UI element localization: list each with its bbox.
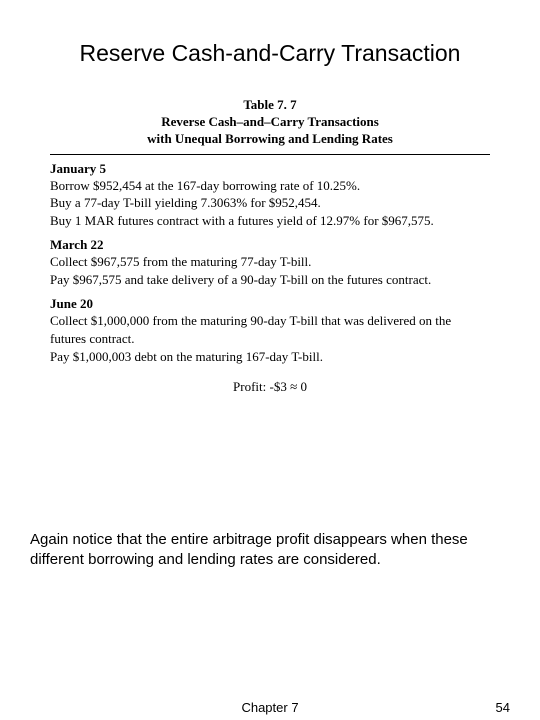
table-block: Table 7. 7 Reverse Cash–and–Carry Transa… xyxy=(50,97,490,395)
body-note: Again notice that the entire arbitrage p… xyxy=(30,530,510,569)
transaction-line: Pay $967,575 and take delivery of a 90-d… xyxy=(50,271,490,289)
table-rule xyxy=(50,154,490,155)
transaction-line: Collect $1,000,000 from the maturing 90-… xyxy=(50,312,490,347)
transaction-line: Borrow $952,454 at the 167-day borrowing… xyxy=(50,177,490,195)
transaction-line: Collect $967,575 from the maturing 77-da… xyxy=(50,253,490,271)
page-number: 54 xyxy=(496,700,510,715)
transaction-line: Buy a 77-day T-bill yielding 7.3063% for… xyxy=(50,194,490,212)
transaction-line: Buy 1 MAR futures contract with a future… xyxy=(50,212,490,230)
chapter-label: Chapter 7 xyxy=(241,700,298,715)
section-date: June 20 xyxy=(50,296,490,312)
section-date: March 22 xyxy=(50,237,490,253)
caption-line-3: with Unequal Borrowing and Lending Rates xyxy=(50,131,490,148)
table-caption: Table 7. 7 Reverse Cash–and–Carry Transa… xyxy=(50,97,490,152)
section-date: January 5 xyxy=(50,161,490,177)
transaction-line: Pay $1,000,003 debt on the maturing 167-… xyxy=(50,348,490,366)
slide-title: Reserve Cash-and-Carry Transaction xyxy=(30,40,510,67)
caption-line-1: Table 7. 7 xyxy=(50,97,490,114)
slide-page: Reserve Cash-and-Carry Transaction Table… xyxy=(0,0,540,720)
profit-line: Profit: -$3 ≈ 0 xyxy=(50,379,490,395)
caption-line-2: Reverse Cash–and–Carry Transactions xyxy=(50,114,490,131)
